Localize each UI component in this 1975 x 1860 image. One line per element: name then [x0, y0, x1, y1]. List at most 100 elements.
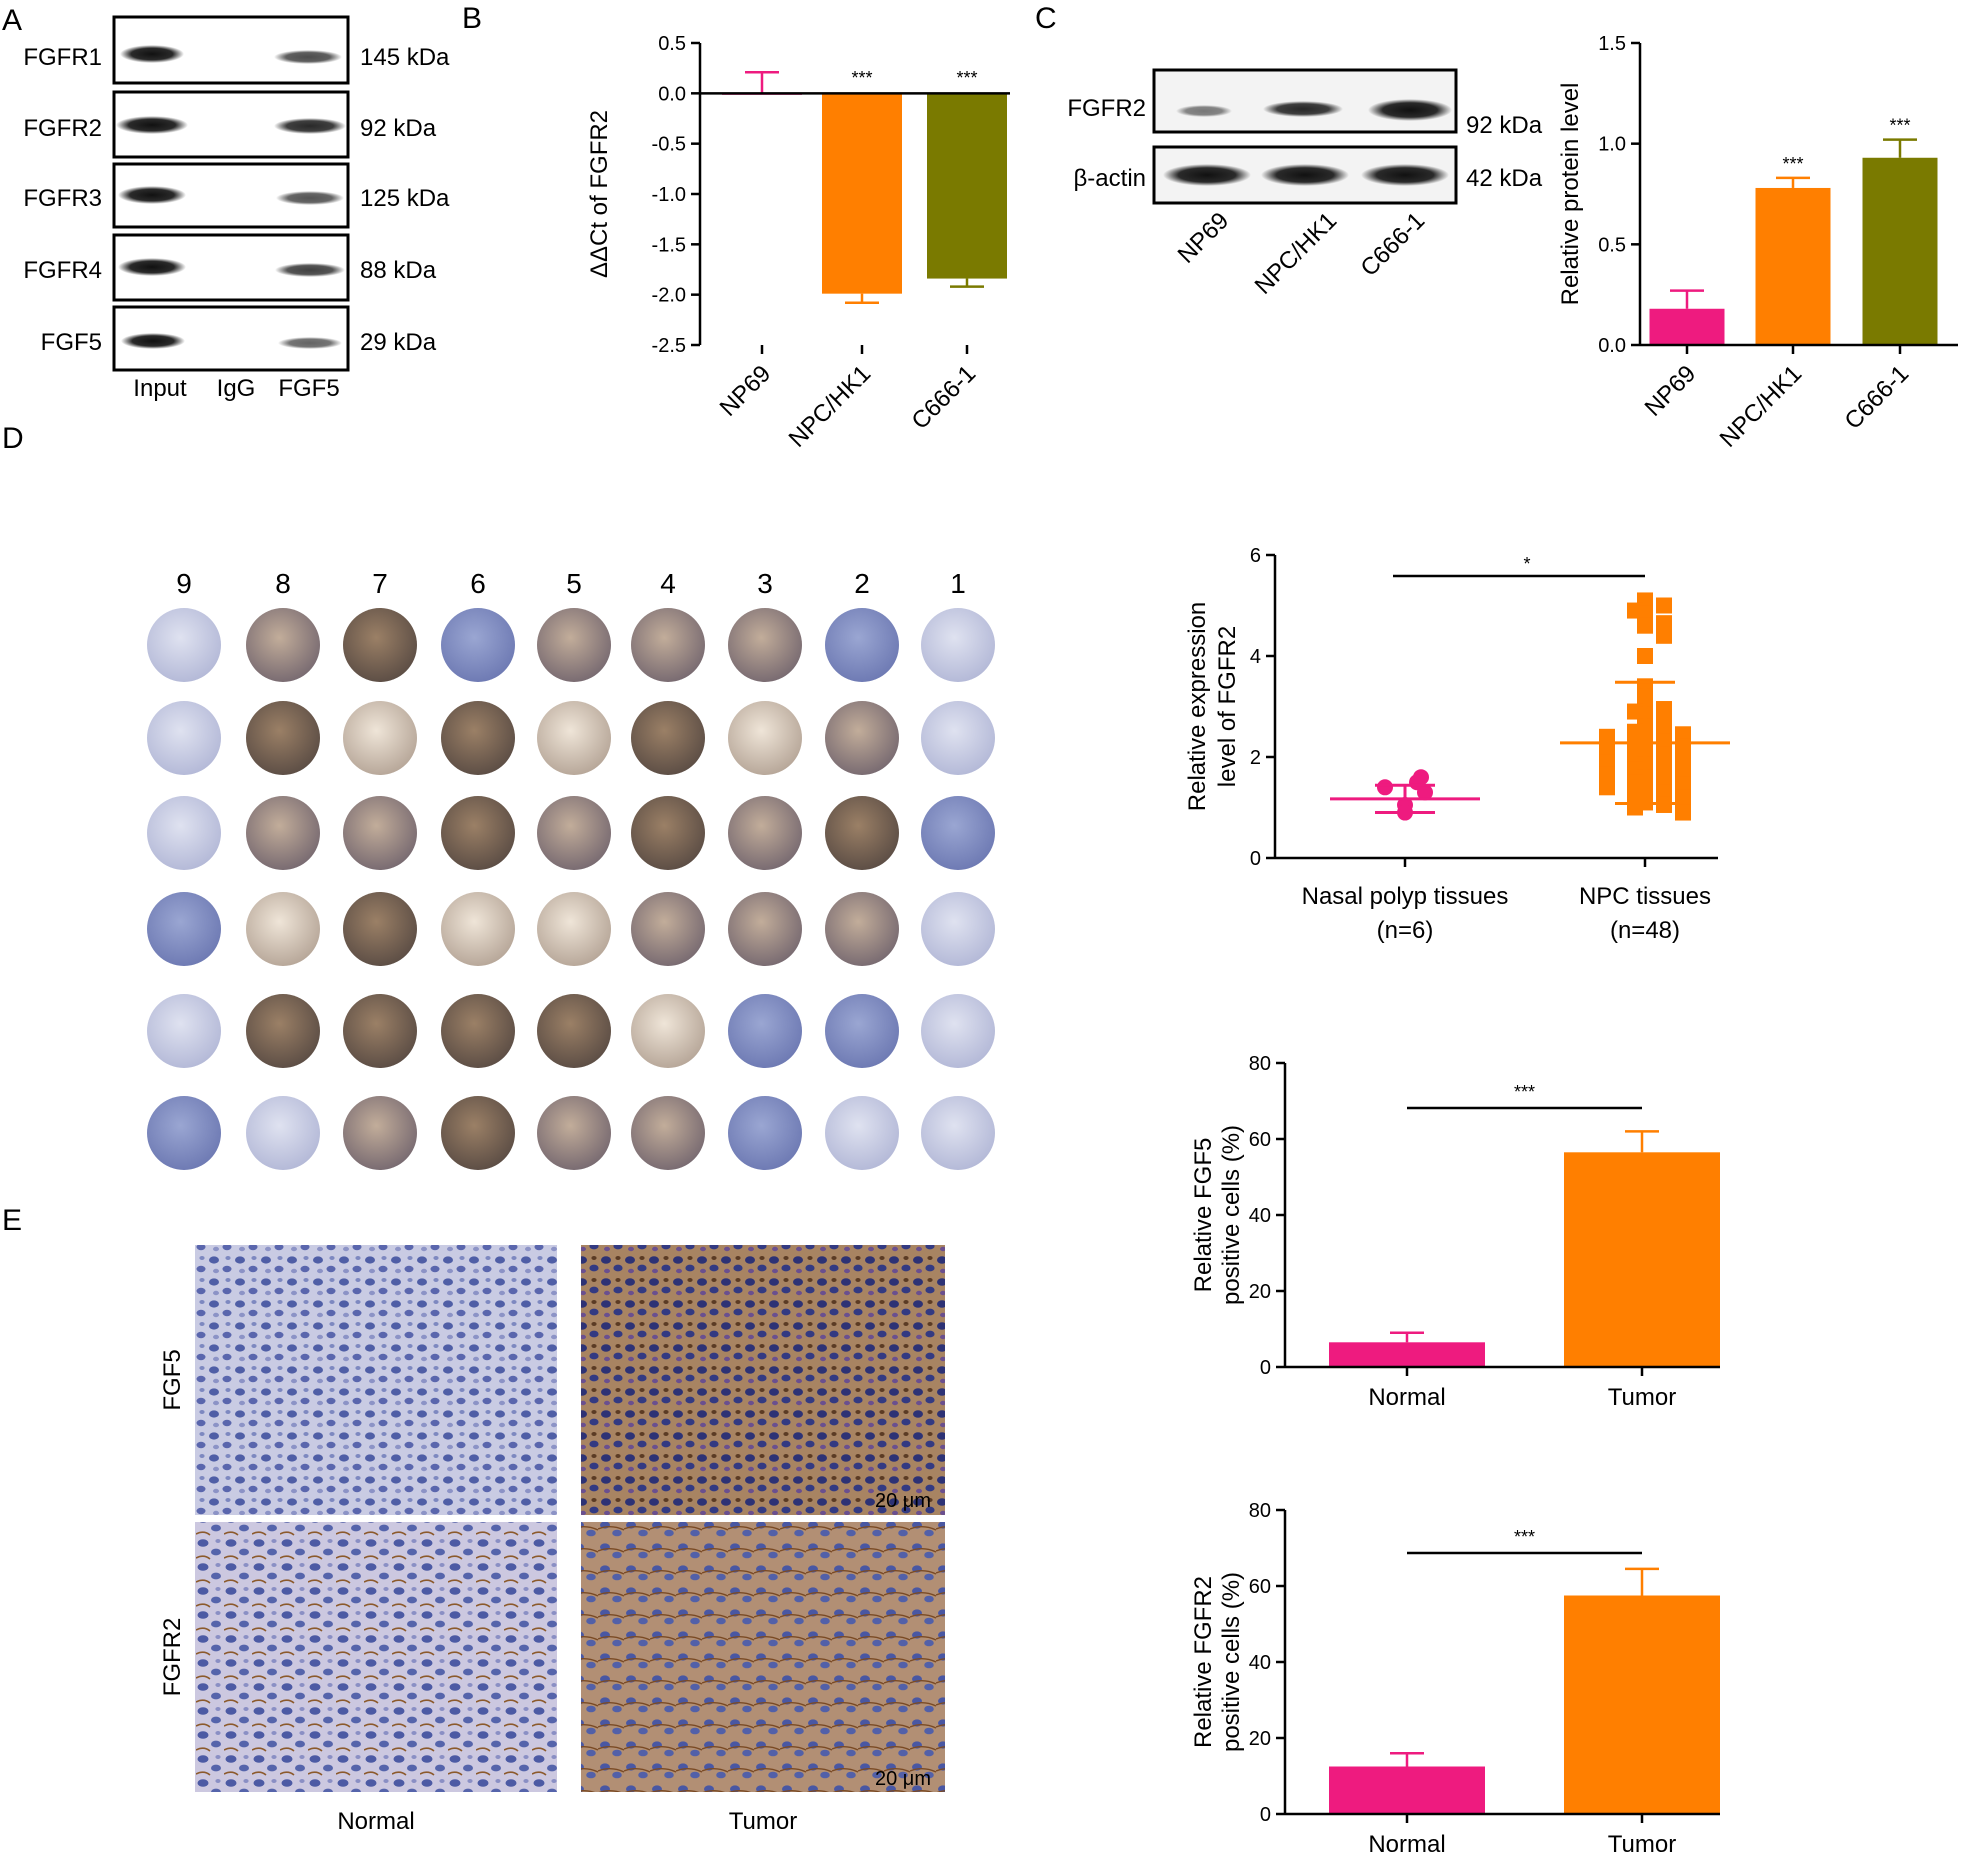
- kda-label: 29 kDa: [360, 329, 437, 356]
- tma-column-number: 5: [566, 568, 582, 599]
- blot-label: FGFR1: [23, 44, 102, 71]
- y-axis-label: Relative protein level: [1557, 83, 1584, 306]
- tma-column-number: 9: [176, 568, 192, 599]
- band: [276, 191, 344, 205]
- kda-label: 42 kDa: [1466, 165, 1543, 192]
- data-point: [1599, 766, 1615, 783]
- y-tick-label: 0.0: [658, 83, 686, 105]
- bar: [1862, 157, 1938, 345]
- tma-column-number: 1: [950, 568, 966, 599]
- band: [121, 333, 185, 349]
- band: [275, 263, 345, 277]
- y-tick-label: 20: [1249, 1281, 1271, 1303]
- y-axis-label: ΔΔCt of FGFR2: [586, 110, 613, 278]
- panel-letter-b: B: [462, 2, 482, 35]
- ihc-fgf5-tumor: [581, 1245, 945, 1515]
- y-axis-label: Relative FGFR2: [1190, 1576, 1217, 1748]
- y-tick-label: -1.5: [652, 234, 686, 256]
- band: [1163, 164, 1251, 186]
- tissue-core: [631, 701, 705, 775]
- tissue-core: [147, 608, 221, 682]
- tissue-core: [246, 796, 320, 870]
- tma-column-number: 2: [854, 568, 870, 599]
- y-tick-label: 40: [1249, 1205, 1271, 1227]
- blot-label: β-actin: [1074, 165, 1147, 192]
- tissue-core: [631, 608, 705, 682]
- blot-label: FGFR4: [23, 257, 102, 284]
- panel-letter-d: D: [2, 422, 24, 455]
- tissue-core: [921, 701, 995, 775]
- blot-label: FGF5: [41, 329, 102, 356]
- bar: [822, 93, 902, 294]
- data-point: [1656, 759, 1672, 776]
- bar: [1329, 1766, 1485, 1814]
- tissue-core: [147, 892, 221, 966]
- tissue-core: [728, 796, 802, 870]
- data-point: [1675, 726, 1691, 743]
- data-point: [1656, 784, 1672, 801]
- tissue-core: [631, 1096, 705, 1170]
- bar: [1564, 1152, 1720, 1367]
- y-axis-label: positive cells (%): [1218, 1125, 1245, 1305]
- data-point: [1599, 754, 1615, 771]
- tissue-core: [631, 994, 705, 1068]
- band: [118, 258, 186, 276]
- ihc-row-label: FGF5: [159, 1349, 186, 1410]
- lane-label: C666-1: [1355, 207, 1430, 282]
- band: [120, 45, 184, 63]
- ihc-col-label: Tumor: [729, 1808, 797, 1835]
- tissue-core: [921, 796, 995, 870]
- tma-column-number: 6: [470, 568, 486, 599]
- y-tick-label: 0: [1260, 1804, 1271, 1826]
- tissue-core: [441, 701, 515, 775]
- x-tick-label: NPC tissues: [1579, 883, 1711, 910]
- chart-c: 1.5 1.0 0.5 0.0 Relative protein level *** ***…: [1557, 33, 1958, 453]
- tissue-core: [921, 1096, 995, 1170]
- tma-column-numbers: 9 8 7 6 5 4 3 2 1: [176, 568, 966, 599]
- y-tick-label: -1.0: [652, 184, 686, 206]
- data-point: [1656, 721, 1672, 738]
- x-tick-label: NPC/HK1: [1715, 360, 1808, 453]
- kda-label: 92 kDa: [1466, 112, 1543, 139]
- data-point: [1599, 741, 1615, 758]
- blot-label: FGFR2: [1067, 95, 1146, 122]
- bar: [1649, 308, 1725, 345]
- tissue-core: [537, 994, 611, 1068]
- y-tick-label: 60: [1249, 1129, 1271, 1151]
- tissue-core: [246, 701, 320, 775]
- x-tick-label: (n=48): [1610, 917, 1680, 944]
- data-point: [1599, 728, 1615, 745]
- band: [1263, 101, 1343, 117]
- panel-c-blot: FGFR2 β-actin 92 kDa 42 kDa NP69 NPC/HK1…: [1067, 68, 1543, 300]
- ihc-fgfr2-tumor: [581, 1522, 945, 1792]
- tissue-core: [246, 1096, 320, 1170]
- tissue-core: [343, 608, 417, 682]
- tissue-core: [921, 608, 995, 682]
- tissue-core: [343, 892, 417, 966]
- tissue-core: [728, 608, 802, 682]
- band: [1361, 164, 1449, 186]
- significance-mark: ***: [1514, 1527, 1535, 1547]
- y-axis-label: positive cells (%): [1218, 1572, 1245, 1752]
- band: [1261, 164, 1349, 186]
- tissue-core: [441, 892, 515, 966]
- data-point: [1675, 751, 1691, 768]
- x-tick-label: NP69: [1640, 360, 1702, 422]
- x-tick-label: NPC/HK1: [784, 360, 877, 453]
- tissue-core: [921, 892, 995, 966]
- lane-label: FGF5: [278, 375, 339, 402]
- x-tick-label: Normal: [1368, 1831, 1445, 1858]
- bar: [1755, 187, 1831, 345]
- ihc-images: 20 μm 20 μm FGF5 FGFR2 Normal Tumor: [159, 1245, 945, 1835]
- tissue-core: [825, 892, 899, 966]
- data-point: [1637, 617, 1653, 634]
- data-point: [1675, 776, 1691, 793]
- data-point: [1656, 746, 1672, 763]
- y-tick-label: 40: [1249, 1652, 1271, 1674]
- ihc-fgf5-normal: [195, 1245, 557, 1515]
- blot-label: FGFR2: [23, 115, 102, 142]
- tissue-core: [343, 796, 417, 870]
- y-tick-label: -2.0: [652, 285, 686, 307]
